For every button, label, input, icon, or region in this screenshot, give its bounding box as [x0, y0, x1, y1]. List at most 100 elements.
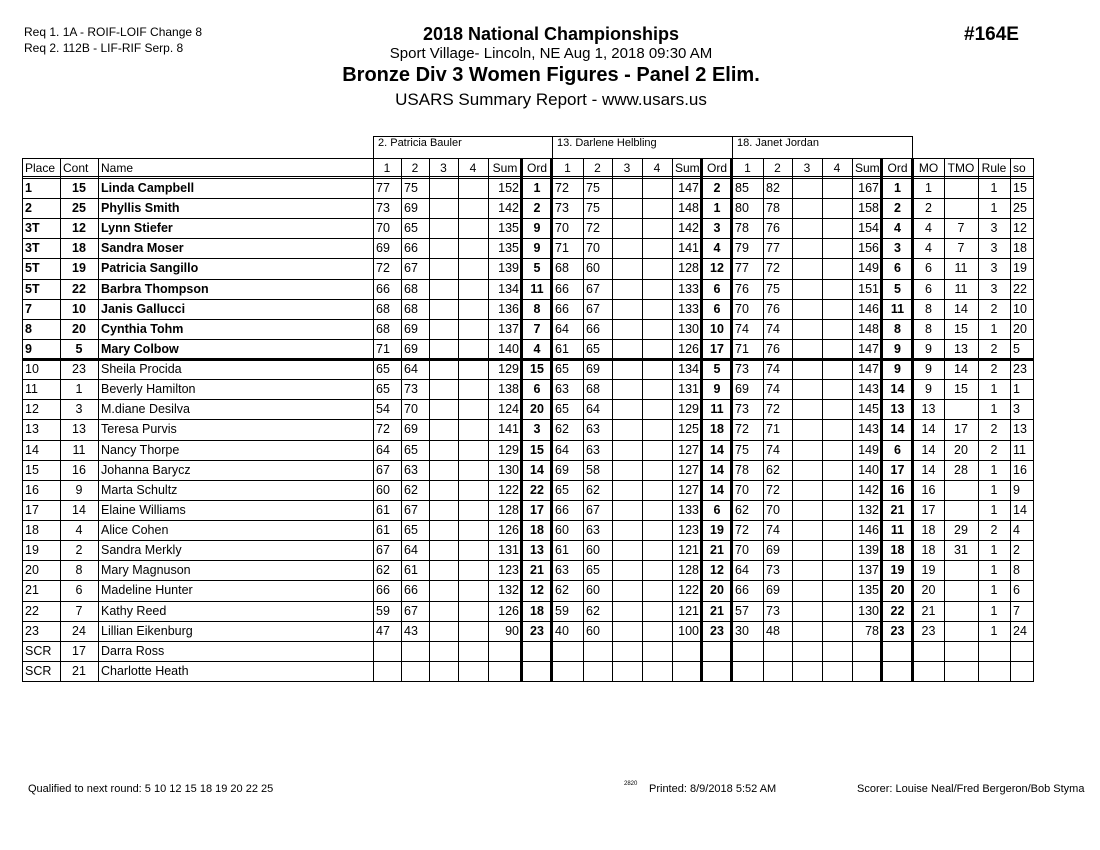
place-cell: 11	[25, 382, 38, 397]
place-cell: 1	[25, 181, 32, 195]
judge2-score-1: 64	[555, 321, 569, 336]
grid-line	[912, 136, 913, 158]
rule-cell: 2	[990, 301, 998, 316]
total-majority-ordinal: 29	[954, 523, 968, 538]
judge2-ordinal: 19	[710, 523, 724, 538]
column-header-judge1-sum: Sum	[492, 161, 518, 175]
column-divider	[822, 158, 823, 682]
rule-cell: 1	[990, 563, 998, 578]
judge2-score-2: 68	[586, 382, 600, 397]
judge3-sum: 158	[858, 201, 879, 216]
judge3-sum: 167	[858, 181, 879, 195]
judge2-score-2: 60	[586, 261, 600, 276]
column-divider	[98, 158, 99, 682]
judge3-score-2: 74	[766, 382, 780, 397]
judge2-ordinal: 23	[710, 623, 724, 638]
judge2-score-1: 69	[555, 462, 569, 477]
judge3-score-1: 80	[735, 201, 749, 216]
place-cell: 3T	[25, 241, 40, 256]
judge2-ordinal: 20	[710, 583, 724, 598]
judge1-score-1: 65	[376, 362, 390, 377]
column-divider	[612, 158, 613, 682]
judge1-sum: 134	[498, 281, 519, 296]
column-header-judge2-4: 4	[653, 161, 661, 175]
row-divider	[22, 399, 1033, 400]
judge2-sum: 133	[678, 502, 699, 517]
judge1-ordinal: 15	[530, 362, 544, 377]
row-divider	[22, 460, 1033, 461]
judge2-sum: 142	[678, 221, 699, 236]
judge3-sum: 156	[858, 241, 879, 256]
majority-ordinal: 21	[921, 603, 936, 618]
total-majority-ordinal: 7	[957, 221, 965, 236]
judge1-score-1: 61	[376, 502, 390, 517]
row-divider	[22, 339, 1033, 340]
judge3-ordinal: 6	[894, 261, 901, 276]
judge1-score-1: 67	[376, 543, 390, 558]
judge3-sum: 151	[858, 281, 879, 296]
majority-ordinal: 17	[921, 502, 936, 517]
row-divider	[22, 500, 1033, 501]
start-order: 16	[1013, 462, 1027, 477]
judge3-sum: 145	[858, 402, 879, 417]
column-header-judge3-3: 3	[803, 161, 811, 175]
judge2-ordinal: 17	[710, 341, 724, 356]
judge1-score-2: 43	[404, 623, 418, 638]
place-cell: 5T	[25, 281, 40, 296]
start-order: 12	[1013, 221, 1027, 236]
judge3-ordinal: 17	[890, 462, 905, 477]
judge1-score-1: 70	[376, 221, 390, 236]
judge1-score-1: 47	[376, 623, 390, 638]
judge1-score-2: 65	[404, 442, 418, 457]
judge2-score-1: 66	[555, 502, 569, 517]
judge2-score-1: 65	[555, 362, 569, 377]
judge1-ordinal: 2	[533, 201, 541, 216]
judge3-score-1: 73	[735, 402, 749, 417]
column-header-judge1-3: 3	[440, 161, 447, 175]
judge1-sum: 152	[498, 181, 519, 195]
rule-cell: 3	[990, 241, 998, 256]
skater-name: Sandra Moser	[101, 241, 184, 256]
judge2-sum: 123	[678, 523, 699, 538]
skater-name: Beverly Hamilton	[101, 382, 196, 397]
rule-cell: 1	[990, 623, 998, 638]
judge1-sum: 123	[498, 563, 519, 578]
place-cell: 12	[25, 402, 39, 417]
judge3-score-2: 74	[766, 442, 780, 457]
start-order: 6	[1013, 583, 1020, 598]
place-cell: 23	[25, 623, 39, 638]
contestant-number: 10	[72, 301, 86, 316]
column-header-name: Name	[101, 161, 134, 175]
judge3-score-2: 69	[766, 543, 780, 558]
report-code: 2820	[624, 781, 638, 787]
column-header-mo: MO	[918, 161, 939, 175]
judge2-score-2: 63	[586, 523, 600, 538]
judge1-score-1: 77	[376, 181, 390, 195]
grid-line	[732, 136, 913, 137]
majority-ordinal: 9	[925, 382, 932, 397]
majority-ordinal: 6	[925, 261, 932, 276]
report-subtitle: USARS Summary Report - www.usars.us	[395, 90, 707, 109]
column-header-rule: Rule	[981, 161, 1007, 175]
judge3-score-2: 62	[766, 462, 780, 477]
judge2-sum: 141	[678, 241, 699, 256]
judge2-ordinal: 21	[710, 603, 724, 618]
skater-name: Madeline Hunter	[101, 583, 193, 598]
skater-name: Alice Cohen	[101, 523, 169, 538]
judge3-score-1: 85	[735, 181, 749, 195]
judge2-ordinal: 9	[713, 382, 721, 397]
column-divider	[458, 158, 459, 682]
requirement-1: Req 1. 1A - ROIF-LOIF Change 8	[24, 25, 203, 39]
judge1-ordinal: 15	[530, 442, 544, 457]
majority-ordinal: 2	[925, 201, 932, 216]
column-divider	[672, 158, 673, 682]
judge3-score-2: 69	[766, 583, 780, 598]
judge2-score-1: 65	[555, 402, 569, 417]
judge2-score-1: 66	[555, 301, 569, 316]
judge2-score-2: 67	[586, 281, 600, 296]
judge2-score-2: 63	[586, 422, 600, 437]
skater-name: Mary Colbow	[101, 341, 179, 356]
start-order: 22	[1013, 281, 1027, 296]
place-cell: SCR	[25, 643, 52, 658]
judge2-ordinal: 11	[710, 402, 724, 417]
